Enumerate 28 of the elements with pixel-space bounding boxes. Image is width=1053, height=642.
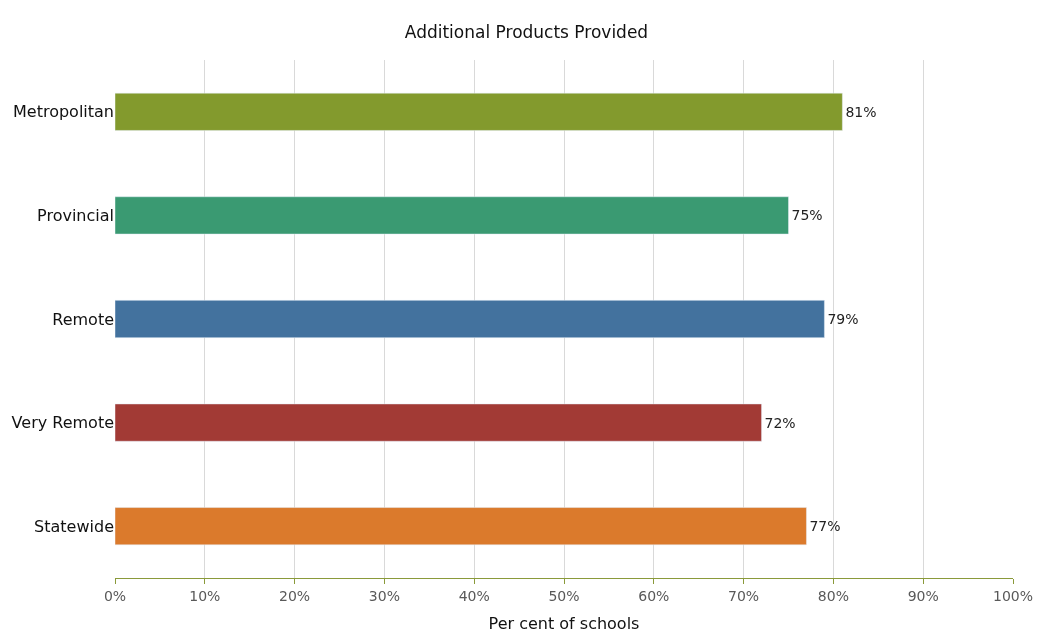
bar	[115, 507, 807, 546]
data-label: 79%	[827, 311, 859, 327]
x-tick-label: 90%	[907, 587, 939, 604]
x-tick-label: 30%	[368, 587, 400, 604]
bar	[115, 300, 825, 338]
bar	[115, 196, 789, 235]
data-label: 77%	[809, 518, 841, 535]
x-axis-title: Per cent of schools	[488, 614, 640, 634]
y-tick-label: Remote	[52, 309, 114, 329]
bar	[115, 92, 843, 131]
x-tick-label: 80%	[817, 587, 849, 604]
x-tick-label: 10%	[189, 587, 221, 604]
y-tick-label: Metropolitan	[13, 102, 114, 122]
data-label: 72%	[764, 414, 796, 431]
x-tick-label: 100%	[992, 587, 1034, 604]
y-tick-label: Very Remote	[11, 413, 114, 433]
x-tick-label: 70%	[728, 587, 760, 604]
y-tick-label: Provincial	[37, 206, 114, 225]
x-tick-label: 40%	[458, 587, 490, 604]
x-tick-label: 50%	[548, 587, 580, 604]
x-tick-label: 20%	[279, 587, 311, 604]
y-tick-label: Statewide	[34, 516, 114, 536]
bar	[115, 403, 762, 442]
x-tick-label: 0%	[103, 587, 127, 604]
data-label: 75%	[791, 207, 823, 224]
x-tick-label: 60%	[638, 587, 670, 604]
data-label: 81%	[845, 103, 877, 120]
chart-title: Additional Products Provided	[404, 21, 649, 42]
